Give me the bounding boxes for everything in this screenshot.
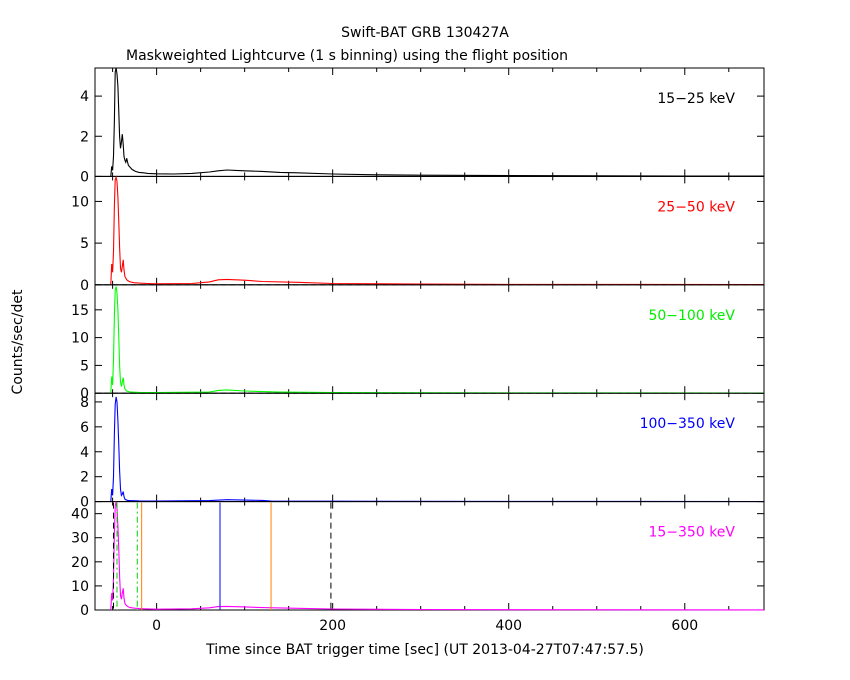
x-tick-label: 0 — [152, 618, 161, 634]
y-tick-label: 20 — [71, 555, 89, 571]
y-tick-label: 4 — [80, 445, 89, 461]
y-tick-label: 0 — [80, 603, 89, 619]
y-tick-label: 0 — [80, 386, 89, 402]
panels-group: 0 2 4 15−25 keV 0 5 10 25−50 keV 0 5 10 15 50−100 ke… — [71, 67, 765, 634]
y-tick-label: 0 — [80, 495, 89, 511]
chart-title: Swift-BAT GRB 130427A — [341, 25, 509, 41]
chart-subtitle: Maskweighted Lightcurve (1 s binning) us… — [126, 48, 568, 64]
y-tick-label: 4 — [80, 89, 89, 105]
y-tick-label: 10 — [71, 579, 89, 595]
y-tick-label: 6 — [80, 420, 89, 436]
series-label: 15−25 keV — [657, 91, 735, 107]
panel-frame — [94, 67, 765, 177]
y-tick-label: 10 — [71, 194, 89, 210]
series-line — [110, 67, 764, 177]
x-tick-label: 400 — [495, 618, 522, 634]
y-tick-label: 2 — [80, 129, 89, 145]
panel-frame — [94, 175, 765, 286]
y-tick-label: 30 — [71, 531, 89, 547]
y-tick-label: 0 — [80, 169, 89, 185]
y-axis-label: Counts/sec/det — [10, 289, 26, 394]
y-tick-label: 5 — [80, 358, 89, 374]
series-line — [110, 286, 765, 394]
series-label: 15−350 keV — [648, 525, 735, 541]
series-label: 100−350 keV — [640, 416, 736, 432]
series-line — [110, 396, 765, 503]
y-tick-label: 0 — [80, 278, 89, 294]
y-tick-label: 5 — [80, 236, 89, 252]
y-tick-label: 15 — [71, 303, 89, 319]
x-tick-label: 600 — [671, 618, 698, 634]
y-tick-label: 10 — [71, 331, 89, 347]
series-label: 25−50 keV — [657, 199, 735, 215]
x-axis-label: Time since BAT trigger time [sec] (UT 20… — [205, 642, 644, 658]
y-tick-label: 8 — [80, 395, 89, 411]
series-line — [110, 501, 765, 611]
y-tick-label: 2 — [80, 470, 89, 486]
series-label: 50−100 keV — [648, 308, 735, 324]
panel-frame — [94, 392, 765, 503]
x-tick-label: 200 — [319, 618, 346, 634]
panel-frame — [94, 284, 765, 394]
y-tick-label: 40 — [71, 507, 89, 523]
panel-frame — [94, 501, 765, 611]
series-line — [110, 175, 765, 286]
